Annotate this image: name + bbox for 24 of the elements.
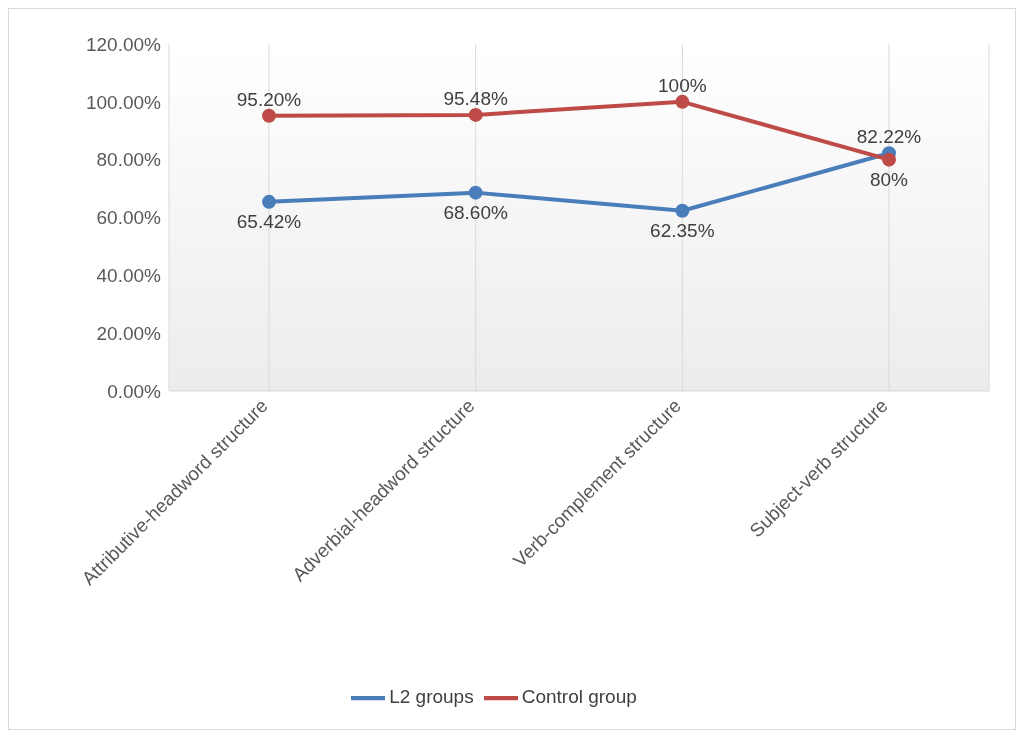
point [675, 94, 690, 109]
data-label: 95.48% [443, 87, 508, 109]
point [882, 152, 896, 167]
data-label: 82.22% [856, 126, 922, 148]
y-tick-label: 100.00% [85, 91, 162, 113]
point [468, 107, 483, 122]
legend-label: Control group [521, 686, 637, 708]
data-label: 100% [658, 74, 707, 96]
point [262, 194, 276, 209]
y-tick-label: 60.00% [96, 207, 162, 229]
y-tick-label: 20.00% [96, 322, 162, 344]
point [262, 108, 276, 123]
data-label: 68.60% [443, 201, 508, 223]
data-label: 62.35% [650, 219, 715, 241]
data-label: 65.42% [236, 210, 302, 232]
data-label: 80% [869, 168, 909, 190]
y-tick-label: 40.00% [96, 265, 162, 287]
legend-label: L2 groups [389, 686, 474, 708]
point [468, 185, 483, 200]
data-label: 95.20% [236, 88, 302, 110]
y-tick-label: 80.00% [96, 149, 162, 171]
y-tick-label: 0.00% [107, 380, 162, 402]
y-tick-label: 120.00% [85, 33, 162, 55]
point [675, 203, 690, 218]
